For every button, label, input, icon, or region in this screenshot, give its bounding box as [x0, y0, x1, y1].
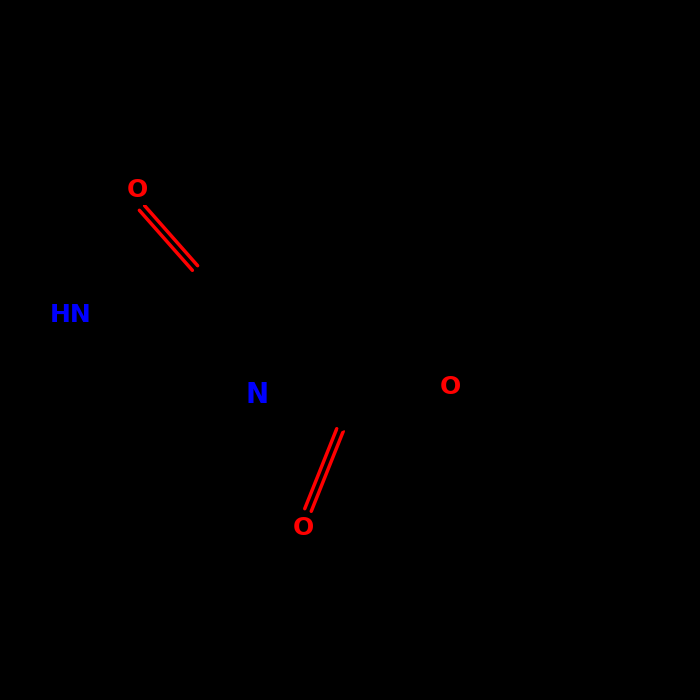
Text: O: O	[440, 375, 461, 399]
Text: N: N	[246, 381, 269, 409]
Text: O: O	[293, 516, 314, 540]
Text: O: O	[127, 178, 148, 202]
Text: HN: HN	[50, 303, 92, 327]
